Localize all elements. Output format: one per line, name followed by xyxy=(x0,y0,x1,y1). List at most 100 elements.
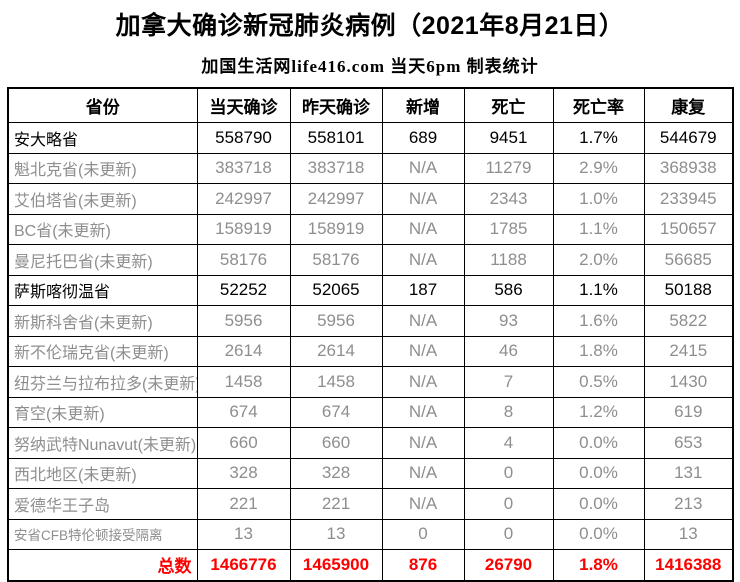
table-row: 曼尼托巴省(未更新) 58176 58176 N/A 1188 2.0% 566… xyxy=(7,244,734,276)
cell-recovered: 213 xyxy=(643,488,734,520)
cell-yesterday-confirmed: 2614 xyxy=(289,335,383,367)
table-row: 魁北克省(未更新) 383718 383718 N/A 11279 2.9% 3… xyxy=(7,152,734,184)
cell-province: 努纳武特Nunavut(未更新) xyxy=(7,427,198,459)
cell-deaths: 11279 xyxy=(463,152,554,184)
cell-yesterday-confirmed: 558101 xyxy=(289,122,383,154)
col-header-death-rate: 死亡率 xyxy=(552,87,645,123)
cell-death-rate: 1.2% xyxy=(552,396,645,428)
cell-deaths: 8 xyxy=(463,396,554,428)
cell-death-rate: 0.0% xyxy=(552,427,645,459)
cell-yesterday-confirmed: 58176 xyxy=(289,244,383,276)
header-row: 省份 当天确诊 昨天确诊 新增 死亡 死亡率 康复 xyxy=(7,87,734,123)
cell-deaths: 0 xyxy=(463,457,554,489)
cell-province: 爱德华王子岛 xyxy=(7,488,198,520)
cell-today-confirmed: 52252 xyxy=(196,274,291,306)
cell-deaths: 26790 xyxy=(463,549,554,581)
table-row: BC省(未更新) 158919 158919 N/A 1785 1.1% 150… xyxy=(7,213,734,245)
cell-yesterday-confirmed: 158919 xyxy=(289,213,383,245)
cell-new-cases: N/A xyxy=(381,244,465,276)
cell-new-cases: N/A xyxy=(381,213,465,245)
cell-death-rate: 1.7% xyxy=(552,122,645,154)
report-header: 加拿大确诊新冠肺炎病例（2021年8月21日） 加国生活网life416.com… xyxy=(0,6,740,77)
cell-death-rate: 1.0% xyxy=(552,183,645,215)
cell-yesterday-confirmed: 5956 xyxy=(289,305,383,337)
cell-recovered: 50188 xyxy=(643,274,734,306)
cell-new-cases: N/A xyxy=(381,152,465,184)
cell-new-cases: N/A xyxy=(381,305,465,337)
cell-yesterday-confirmed: 242997 xyxy=(289,183,383,215)
cell-yesterday-confirmed: 1458 xyxy=(289,366,383,398)
cell-death-rate: 1.1% xyxy=(552,274,645,306)
cell-today-confirmed: 2614 xyxy=(196,335,291,367)
total-row: 总数 1466776 1465900 876 26790 1.8% 141638… xyxy=(7,549,734,581)
cell-province: BC省(未更新) xyxy=(7,213,198,245)
cell-death-rate: 2.9% xyxy=(552,152,645,184)
cell-today-confirmed: 674 xyxy=(196,396,291,428)
cell-deaths: 46 xyxy=(463,335,554,367)
cell-recovered: 368938 xyxy=(643,152,734,184)
cell-province: 艾伯塔省(未更新) xyxy=(7,183,198,215)
cell-deaths: 1785 xyxy=(463,213,554,245)
cell-yesterday-confirmed: 383718 xyxy=(289,152,383,184)
cell-today-confirmed: 328 xyxy=(196,457,291,489)
cell-death-rate: 1.8% xyxy=(552,335,645,367)
cell-deaths: 9451 xyxy=(463,122,554,154)
cell-recovered: 544679 xyxy=(643,122,734,154)
table-row: 努纳武特Nunavut(未更新) 660 660 N/A 4 0.0% 653 xyxy=(7,427,734,459)
cell-today-confirmed: 5956 xyxy=(196,305,291,337)
cell-total-label: 总数 xyxy=(7,549,198,581)
col-header-deaths: 死亡 xyxy=(463,87,554,123)
cell-recovered: 233945 xyxy=(643,183,734,215)
cell-province: 新不伦瑞克省(未更新) xyxy=(7,335,198,367)
cell-today-confirmed: 13 xyxy=(196,518,291,550)
cell-new-cases: N/A xyxy=(381,335,465,367)
cell-new-cases: N/A xyxy=(381,183,465,215)
cell-province: 纽芬兰与拉布拉多(未更新) xyxy=(7,366,198,398)
cell-deaths: 586 xyxy=(463,274,554,306)
cell-new-cases: N/A xyxy=(381,396,465,428)
cell-recovered: 150657 xyxy=(643,213,734,245)
cell-recovered: 56685 xyxy=(643,244,734,276)
cell-recovered: 2415 xyxy=(643,335,734,367)
cell-death-rate: 1.1% xyxy=(552,213,645,245)
cell-yesterday-confirmed: 674 xyxy=(289,396,383,428)
table-row: 新斯科舍省(未更新) 5956 5956 N/A 93 1.6% 5822 xyxy=(7,305,734,337)
cell-province: 新斯科舍省(未更新) xyxy=(7,305,198,337)
cell-today-confirmed: 58176 xyxy=(196,244,291,276)
cell-today-confirmed: 558790 xyxy=(196,122,291,154)
table-row: 安大略省 558790 558101 689 9451 1.7% 544679 xyxy=(7,122,734,154)
table-row: 安省CFB特伦顿接受隔离 13 13 0 0 0.0% 13 xyxy=(7,518,734,550)
cell-today-confirmed: 221 xyxy=(196,488,291,520)
cell-death-rate: 0.5% xyxy=(552,366,645,398)
cell-new-cases: N/A xyxy=(381,457,465,489)
cell-recovered: 5822 xyxy=(643,305,734,337)
cell-deaths: 7 xyxy=(463,366,554,398)
cell-recovered: 131 xyxy=(643,457,734,489)
cell-province: 西北地区(未更新) xyxy=(7,457,198,489)
cell-new-cases: 0 xyxy=(381,518,465,550)
table-row: 西北地区(未更新) 328 328 N/A 0 0.0% 131 xyxy=(7,457,734,489)
cell-yesterday-confirmed: 13 xyxy=(289,518,383,550)
covid-stats-table: 省份 当天确诊 昨天确诊 新增 死亡 死亡率 康复 安大略省 558790 55… xyxy=(7,87,734,582)
cell-deaths: 0 xyxy=(463,518,554,550)
cell-today-confirmed: 660 xyxy=(196,427,291,459)
cell-death-rate: 1.6% xyxy=(552,305,645,337)
cell-new-cases: 187 xyxy=(381,274,465,306)
cell-yesterday-confirmed: 52065 xyxy=(289,274,383,306)
cell-death-rate: 0.0% xyxy=(552,488,645,520)
cell-deaths: 2343 xyxy=(463,183,554,215)
cell-province: 曼尼托巴省(未更新) xyxy=(7,244,198,276)
cell-death-rate: 2.0% xyxy=(552,244,645,276)
page-subtitle: 加国生活网life416.com 当天6pm 制表统计 xyxy=(201,57,539,76)
cell-today-confirmed: 158919 xyxy=(196,213,291,245)
cell-death-rate: 1.8% xyxy=(552,549,645,581)
cell-yesterday-confirmed: 660 xyxy=(289,427,383,459)
cell-recovered: 1430 xyxy=(643,366,734,398)
cell-deaths: 4 xyxy=(463,427,554,459)
cell-recovered: 619 xyxy=(643,396,734,428)
table-row: 爱德华王子岛 221 221 N/A 0 0.0% 213 xyxy=(7,488,734,520)
cell-province: 安大略省 xyxy=(7,122,198,154)
cell-new-cases: 876 xyxy=(381,549,465,581)
col-header-today-confirmed: 当天确诊 xyxy=(196,87,291,123)
cell-deaths: 93 xyxy=(463,305,554,337)
